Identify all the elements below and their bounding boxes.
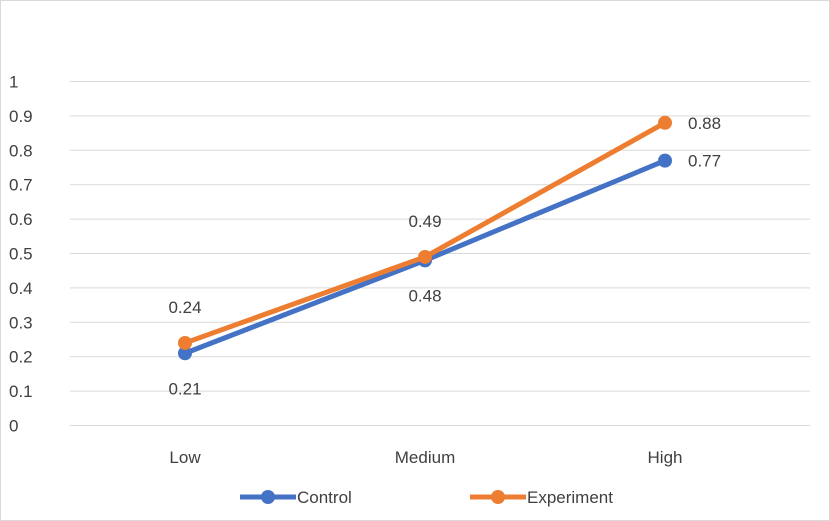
data-point-control	[658, 153, 672, 168]
x-tick-label: Low	[169, 448, 201, 467]
y-tick-label: 0.9	[9, 107, 33, 126]
y-tick-label: 0.4	[9, 279, 33, 298]
data-point-experiment	[418, 249, 432, 264]
x-axis-tick-labels: Low Medium High	[169, 448, 682, 467]
y-tick-label: 0.7	[9, 176, 33, 195]
data-label: 0.21	[168, 379, 201, 398]
y-tick-label: 0.1	[9, 382, 33, 401]
y-tick-label: 0	[9, 417, 18, 436]
data-point-control	[178, 346, 192, 361]
legend: Control Experiment	[240, 488, 613, 507]
y-tick-label: 0.2	[9, 348, 33, 367]
legend-item-experiment: Experiment	[470, 488, 613, 507]
data-label: 0.24	[168, 298, 201, 317]
gridlines	[70, 81, 810, 426]
y-tick-label: 1	[9, 73, 18, 92]
legend-label: Experiment	[527, 488, 613, 507]
data-label: 0.88	[688, 114, 721, 133]
legend-item-control: Control	[240, 488, 352, 507]
y-tick-label: 0.5	[9, 245, 33, 264]
y-axis-tick-labels: 0 0.1 0.2 0.3 0.4 0.5 0.6 0.7 0.8 0.9 1	[9, 73, 33, 436]
series-line-experiment	[182, 120, 668, 346]
y-tick-label: 0.3	[9, 313, 33, 332]
x-tick-label: Medium	[395, 448, 455, 467]
data-label: 0.48	[408, 286, 441, 305]
data-labels: 0.21 0.48 0.77 0.24 0.49 0.88	[168, 114, 721, 398]
legend-swatch-marker	[491, 490, 505, 504]
data-label: 0.49	[408, 212, 441, 231]
x-tick-label: High	[648, 448, 683, 467]
legend-label: Control	[297, 488, 352, 507]
series-lines	[178, 115, 672, 361]
data-point-experiment	[178, 335, 192, 350]
y-tick-label: 0.6	[9, 210, 33, 229]
y-tick-label: 0.8	[9, 141, 33, 160]
legend-swatch-marker	[261, 490, 275, 504]
data-label: 0.77	[688, 152, 721, 171]
data-point-experiment	[658, 115, 672, 130]
